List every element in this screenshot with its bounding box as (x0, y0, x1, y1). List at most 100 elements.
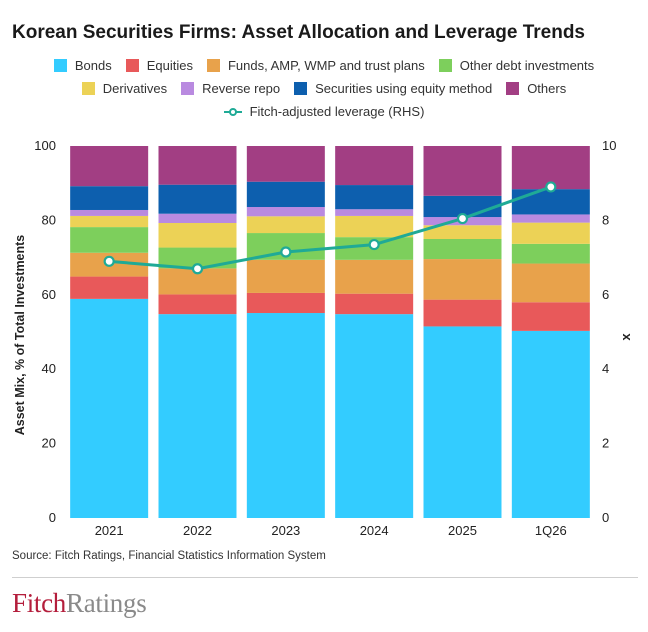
legend-label: Derivatives (102, 81, 168, 96)
legend-label: Funds, AMP, WMP and trust plans (227, 58, 425, 73)
leverage-point (280, 246, 292, 258)
bar-segment (511, 214, 590, 223)
y2-tick-label: 0 (602, 510, 609, 525)
y-tick-label: 40 (42, 361, 56, 376)
leverage-point (103, 255, 115, 267)
legend-item: Others (506, 81, 566, 96)
bar-segment (158, 146, 237, 185)
legend-row-1: Bonds Equities Funds, AMP, WMP and trust p… (0, 58, 648, 73)
y-tick-label: 0 (49, 510, 56, 525)
chart-title: Korean Securities Firms: Asset Allocatio… (12, 22, 585, 43)
leverage-point (545, 181, 557, 193)
legend-swatch (506, 82, 520, 95)
bar-segment (335, 314, 414, 518)
bar-segment (511, 243, 590, 264)
bar-segment (246, 146, 325, 182)
y2-tick-label: 4 (602, 361, 609, 376)
legend-label: Equities (146, 58, 193, 73)
bar-segment (70, 298, 149, 518)
legend-swatch (294, 82, 308, 95)
fitch-ratings-logo[interactable]: FitchRatings (12, 588, 147, 618)
bar-segment (511, 222, 590, 244)
bar-segment (335, 146, 414, 186)
bar-segment (158, 213, 237, 224)
leverage-point (368, 238, 380, 251)
legend-item: Reverse repo (181, 81, 280, 96)
bar-segment (70, 146, 149, 187)
legend-label: Bonds (74, 58, 112, 73)
legend-label: Others (527, 81, 567, 96)
y-tick-label: 20 (42, 436, 56, 451)
bar-segment (423, 239, 502, 260)
legend-item: Bonds (53, 58, 112, 73)
bar-segment (246, 292, 325, 314)
legend-swatch (223, 106, 242, 118)
bar-segment (335, 259, 414, 294)
bar-segment (511, 263, 590, 303)
x-tick-label: 1Q26 (535, 523, 567, 538)
bar-segment (423, 259, 502, 300)
y2-axis-label: x (618, 333, 633, 341)
x-tick-label: 2024 (360, 523, 389, 538)
legend-row-3: Fitch-adjusted leverage (RHS) (0, 104, 648, 119)
y-tick-label: 60 (42, 287, 56, 302)
bar-segment (246, 259, 325, 293)
legend-swatch (206, 59, 220, 72)
y-tick-label: 80 (42, 212, 56, 227)
y-tick-label: 100 (34, 138, 56, 153)
bar-segment (158, 247, 237, 269)
bar-segment (158, 314, 237, 518)
leverage-line (109, 185, 552, 271)
bar-segment (70, 227, 149, 253)
x-tick-label: 2025 (448, 523, 477, 538)
bar-segment (246, 181, 325, 208)
legend-label: Securities using equity method (315, 81, 493, 96)
legend-item: Fitch-adjusted leverage (RHS) (223, 104, 425, 119)
bar-segment (423, 146, 502, 196)
legend-swatch (81, 82, 95, 95)
bar-segment (70, 215, 149, 228)
legend-swatch (181, 82, 195, 95)
legend-item: Securities using equity method (294, 81, 492, 96)
legend-item: Funds, AMP, WMP and trust plans (206, 58, 425, 73)
y2-tick-label: 10 (602, 138, 616, 153)
y2-tick-label: 2 (602, 436, 609, 451)
leverage-point (456, 212, 469, 225)
legend-swatch (125, 59, 139, 72)
bar-segment (158, 294, 237, 315)
legend-item: Other debt investments (438, 58, 595, 73)
bar-segment (70, 209, 149, 216)
y2-tick-label: 8 (602, 212, 609, 227)
bar-segment (335, 215, 414, 238)
bar-segment (423, 299, 502, 327)
bar-segment (335, 293, 414, 315)
legend-item: Equities (125, 58, 193, 73)
bar-segment (70, 186, 149, 210)
bar-segment (158, 184, 237, 214)
bar-segment (246, 313, 325, 518)
bar-segment (511, 302, 590, 331)
stacked-bar-chart: 2021 2022 2023 2024 2025 1Q26 0 20 40 60 80 100 0 2 4 6… (13, 138, 633, 538)
legend-item: Derivatives (81, 81, 168, 96)
x-tick-label: 2023 (271, 523, 300, 538)
legend-swatch (438, 59, 452, 72)
x-tick-label: 2022 (183, 523, 212, 538)
legend-label: Other debt investments (459, 58, 595, 73)
legend-label: Reverse repo (202, 81, 281, 96)
legend-label: Fitch-adjusted leverage (RHS) (249, 104, 425, 119)
bar-segment (511, 189, 590, 215)
y-axis-label: Asset Mix, % of Total Investments (13, 235, 27, 436)
bar-segment (335, 185, 414, 210)
footer-divider (12, 577, 638, 578)
legend-row-2: Derivatives Reverse repo Securities using … (0, 81, 648, 96)
leverage-point (191, 263, 204, 275)
source-note: Source: Fitch Ratings, Financial Statist… (12, 550, 326, 562)
y2-tick-label: 6 (602, 287, 609, 302)
bar-segment (158, 223, 237, 248)
x-tick-label: 2021 (95, 523, 124, 538)
bar-segment (423, 225, 502, 239)
bar-segment (335, 209, 414, 216)
bar-segment (70, 276, 149, 299)
bar-segment (246, 216, 325, 234)
bar-segment (246, 207, 325, 217)
